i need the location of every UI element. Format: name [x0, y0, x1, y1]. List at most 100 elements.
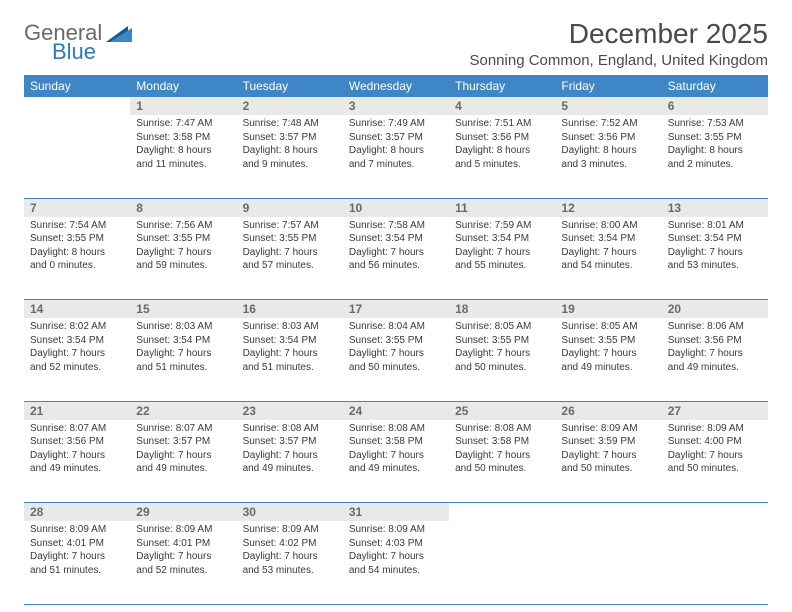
day-cell: Sunrise: 8:08 AMSunset: 3:58 PMDaylight:… — [343, 420, 449, 503]
sunset-line: Sunset: 3:57 PM — [243, 131, 337, 145]
sunrise-line: Sunrise: 8:06 AM — [668, 320, 762, 334]
sunset-line: Sunset: 3:56 PM — [455, 131, 549, 145]
day-cell: Sunrise: 8:09 AMSunset: 3:59 PMDaylight:… — [555, 420, 661, 503]
daylight-line: Daylight: 7 hours and 50 minutes. — [455, 449, 549, 476]
day-number-cell: 5 — [555, 97, 661, 115]
day-number-row: 21222324252627 — [24, 401, 768, 420]
sunrise-line: Sunrise: 7:54 AM — [30, 219, 124, 233]
sunset-line: Sunset: 4:00 PM — [668, 435, 762, 449]
day-number-cell: 16 — [237, 300, 343, 319]
sunset-line: Sunset: 3:55 PM — [349, 334, 443, 348]
day-cell — [449, 521, 555, 604]
sunset-line: Sunset: 3:54 PM — [668, 232, 762, 246]
day-cell: Sunrise: 7:48 AMSunset: 3:57 PMDaylight:… — [237, 115, 343, 198]
day-number-cell: 22 — [130, 401, 236, 420]
sunrise-line: Sunrise: 8:00 AM — [561, 219, 655, 233]
day-cell: Sunrise: 7:52 AMSunset: 3:56 PMDaylight:… — [555, 115, 661, 198]
day-cell: Sunrise: 8:05 AMSunset: 3:55 PMDaylight:… — [449, 318, 555, 401]
day-number-cell: 31 — [343, 503, 449, 522]
day-cell: Sunrise: 8:09 AMSunset: 4:02 PMDaylight:… — [237, 521, 343, 604]
sunrise-line: Sunrise: 8:07 AM — [136, 422, 230, 436]
day-number-cell: 18 — [449, 300, 555, 319]
daylight-line: Daylight: 7 hours and 54 minutes. — [561, 246, 655, 273]
day-number-cell: 9 — [237, 198, 343, 217]
day-number-row: 78910111213 — [24, 198, 768, 217]
sunset-line: Sunset: 4:02 PM — [243, 537, 337, 551]
daylight-line: Daylight: 7 hours and 51 minutes. — [30, 550, 124, 577]
daylight-line: Daylight: 7 hours and 49 minutes. — [136, 449, 230, 476]
daylight-line: Daylight: 7 hours and 52 minutes. — [136, 550, 230, 577]
day-number-cell — [662, 503, 768, 522]
daylight-line: Daylight: 7 hours and 50 minutes. — [455, 347, 549, 374]
day-number-cell: 2 — [237, 97, 343, 115]
daylight-line: Daylight: 8 hours and 2 minutes. — [668, 144, 762, 171]
day-cell: Sunrise: 8:09 AMSunset: 4:00 PMDaylight:… — [662, 420, 768, 503]
weekday-header: Tuesday — [237, 75, 343, 97]
sunset-line: Sunset: 3:58 PM — [349, 435, 443, 449]
weekday-header: Sunday — [24, 75, 130, 97]
day-cell — [662, 521, 768, 604]
sunset-line: Sunset: 3:59 PM — [561, 435, 655, 449]
daylight-line: Daylight: 7 hours and 53 minutes. — [243, 550, 337, 577]
sunrise-line: Sunrise: 8:09 AM — [349, 523, 443, 537]
sunrise-line: Sunrise: 8:05 AM — [455, 320, 549, 334]
daylight-line: Daylight: 7 hours and 50 minutes. — [561, 449, 655, 476]
daylight-line: Daylight: 8 hours and 9 minutes. — [243, 144, 337, 171]
sunset-line: Sunset: 3:57 PM — [349, 131, 443, 145]
day-cell: Sunrise: 8:08 AMSunset: 3:57 PMDaylight:… — [237, 420, 343, 503]
day-cell: Sunrise: 8:05 AMSunset: 3:55 PMDaylight:… — [555, 318, 661, 401]
day-number-cell: 19 — [555, 300, 661, 319]
day-cell: Sunrise: 8:02 AMSunset: 3:54 PMDaylight:… — [24, 318, 130, 401]
sunrise-line: Sunrise: 7:53 AM — [668, 117, 762, 131]
sunrise-line: Sunrise: 7:49 AM — [349, 117, 443, 131]
location-subtitle: Sonning Common, England, United Kingdom — [469, 52, 768, 69]
day-cell: Sunrise: 8:09 AMSunset: 4:01 PMDaylight:… — [24, 521, 130, 604]
day-cell: Sunrise: 8:04 AMSunset: 3:55 PMDaylight:… — [343, 318, 449, 401]
day-number-cell: 6 — [662, 97, 768, 115]
day-content-row: Sunrise: 7:47 AMSunset: 3:58 PMDaylight:… — [24, 115, 768, 198]
header: General Blue December 2025 Sonning Commo… — [24, 18, 768, 69]
sunrise-line: Sunrise: 8:09 AM — [668, 422, 762, 436]
sunrise-line: Sunrise: 7:58 AM — [349, 219, 443, 233]
day-cell: Sunrise: 8:03 AMSunset: 3:54 PMDaylight:… — [237, 318, 343, 401]
sunrise-line: Sunrise: 8:02 AM — [30, 320, 124, 334]
logo-word-blue: Blue — [52, 41, 102, 63]
day-cell — [24, 115, 130, 198]
day-number-cell: 29 — [130, 503, 236, 522]
day-number-cell: 17 — [343, 300, 449, 319]
day-number-cell: 4 — [449, 97, 555, 115]
daylight-line: Daylight: 8 hours and 3 minutes. — [561, 144, 655, 171]
sunset-line: Sunset: 4:01 PM — [30, 537, 124, 551]
day-content-row: Sunrise: 8:07 AM Sunset: 3:56 PM Daylight:… — [24, 420, 768, 503]
day-number-row: 14151617181920 — [24, 300, 768, 319]
day-number-cell: 23 — [237, 401, 343, 420]
day-number-cell — [555, 503, 661, 522]
weekday-header: Friday — [555, 75, 661, 97]
sunset-line: Sunset: 4:01 PM — [136, 537, 230, 551]
day-content-row: Sunrise: 8:02 AMSunset: 3:54 PM Daylight:… — [24, 318, 768, 401]
sunrise-line: Sunrise: 7:48 AM — [243, 117, 337, 131]
day-cell: Sunrise: 7:53 AMSunset: 3:55 PMDaylight:… — [662, 115, 768, 198]
daylight-line: Daylight: 7 hours and 53 minutes. — [668, 246, 762, 273]
sunrise-line: Sunrise: 8:09 AM — [243, 523, 337, 537]
daylight-line: Daylight: 7 hours and 49 minutes. — [668, 347, 762, 374]
title-block: December 2025 Sonning Common, England, U… — [469, 18, 768, 69]
sunset-line: Sunset: 3:54 PM — [30, 334, 124, 348]
sunset-line: Sunset: 3:54 PM — [561, 232, 655, 246]
sunrise-line: Sunrise: 7:59 AM — [455, 219, 549, 233]
sunrise-line: Sunrise: 7:47 AM — [136, 117, 230, 131]
weekday-header: Saturday — [662, 75, 768, 97]
daylight-line: Daylight: 7 hours and 57 minutes. — [243, 246, 337, 273]
daylight-line: Daylight: 7 hours and 59 minutes. — [136, 246, 230, 273]
sunset-line: Sunset: 3:55 PM — [668, 131, 762, 145]
day-number-cell — [449, 503, 555, 522]
day-cell: Sunrise: 8:00 AMSunset: 3:54 PMDaylight:… — [555, 217, 661, 300]
day-number-row: 123456 — [24, 97, 768, 115]
day-number-cell: 28 — [24, 503, 130, 522]
daylight-line: Daylight: 7 hours and 51 minutes. — [136, 347, 230, 374]
day-cell: Sunrise: 7:49 AMSunset: 3:57 PMDaylight:… — [343, 115, 449, 198]
sunrise-line: Sunrise: 8:05 AM — [561, 320, 655, 334]
day-number-cell: 12 — [555, 198, 661, 217]
sunset-line: Sunset: 3:56 PM — [30, 435, 124, 449]
calendar-header-row: SundayMondayTuesdayWednesdayThursdayFrid… — [24, 75, 768, 97]
